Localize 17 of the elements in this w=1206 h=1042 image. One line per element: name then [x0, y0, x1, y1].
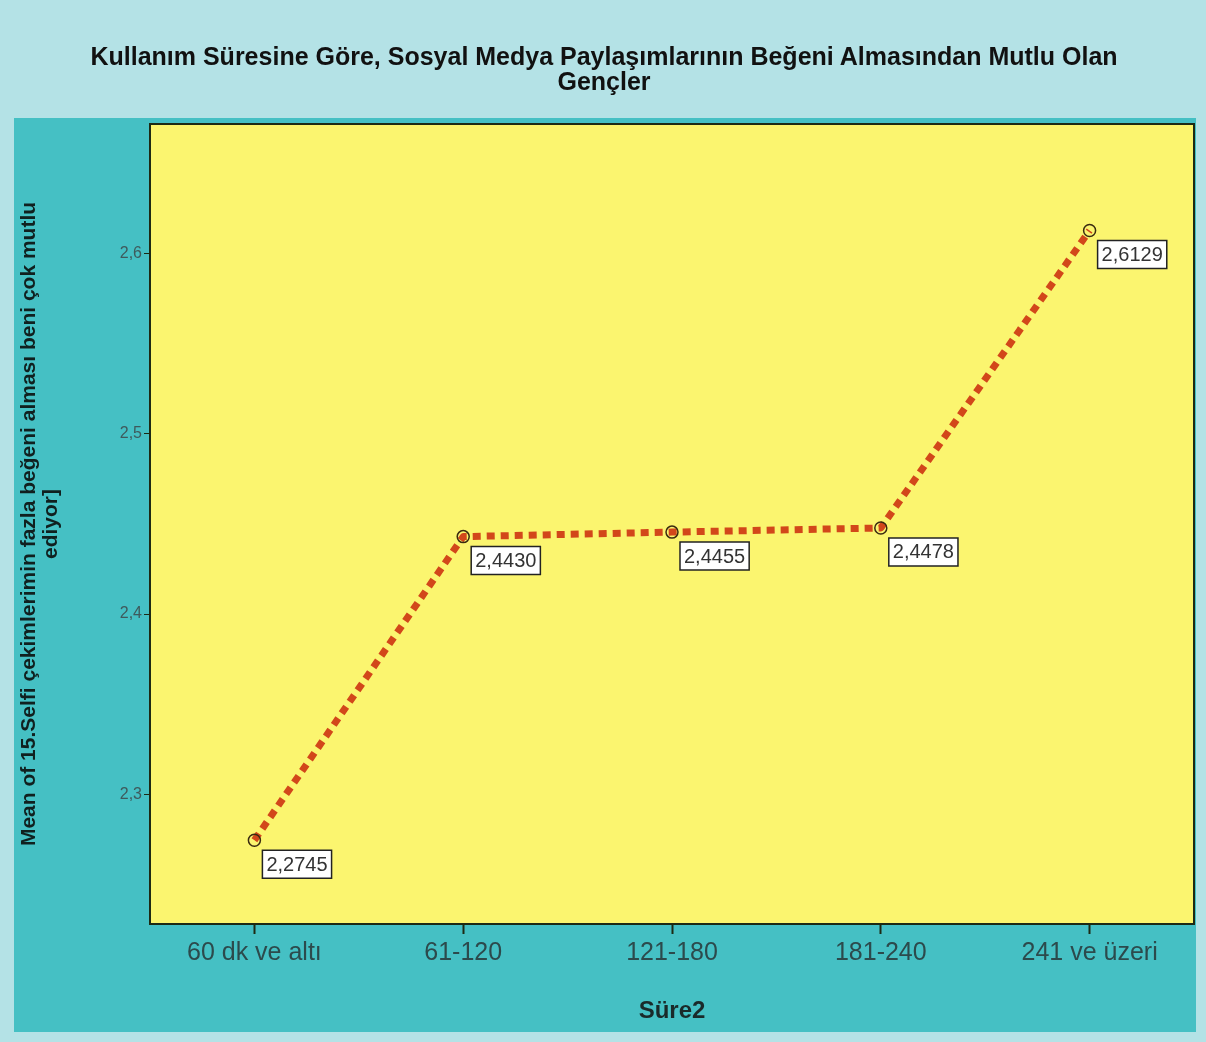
data-label: 2,4478	[892, 540, 954, 563]
x-tick-label: 60 dk ve altı	[186, 936, 322, 965]
x-tick-label: 61-120	[424, 936, 503, 965]
y-tick-label: 2,4	[119, 604, 143, 622]
y-axis-title: Mean of 15.Selfi çekimlerimin fazla beğeni alması beni çok mutlu ediyor]	[15, 201, 61, 847]
x-axis-title: Süre2	[638, 996, 706, 1024]
y-tick-label: 2,5	[119, 424, 143, 442]
x-tick-label: 241 ve üzeri	[1021, 936, 1158, 965]
x-tick-label: 181-240	[834, 936, 927, 965]
data-label: 2,2745	[266, 852, 328, 875]
data-label: 2,6129	[1101, 243, 1163, 265]
chart-title: Kullanım Süresine Göre, Sosyal Medya Paylaşımlarının Beğeni Almasından Mutlu Olan Gençler	[90, 42, 1118, 96]
data-label: 2,4455	[684, 544, 746, 567]
x-tick-label: 121-180	[626, 936, 718, 965]
y-tick-label: 2,3	[119, 784, 143, 802]
data-label: 2,4430	[475, 549, 537, 572]
y-tick-label: 2,6	[119, 244, 143, 262]
